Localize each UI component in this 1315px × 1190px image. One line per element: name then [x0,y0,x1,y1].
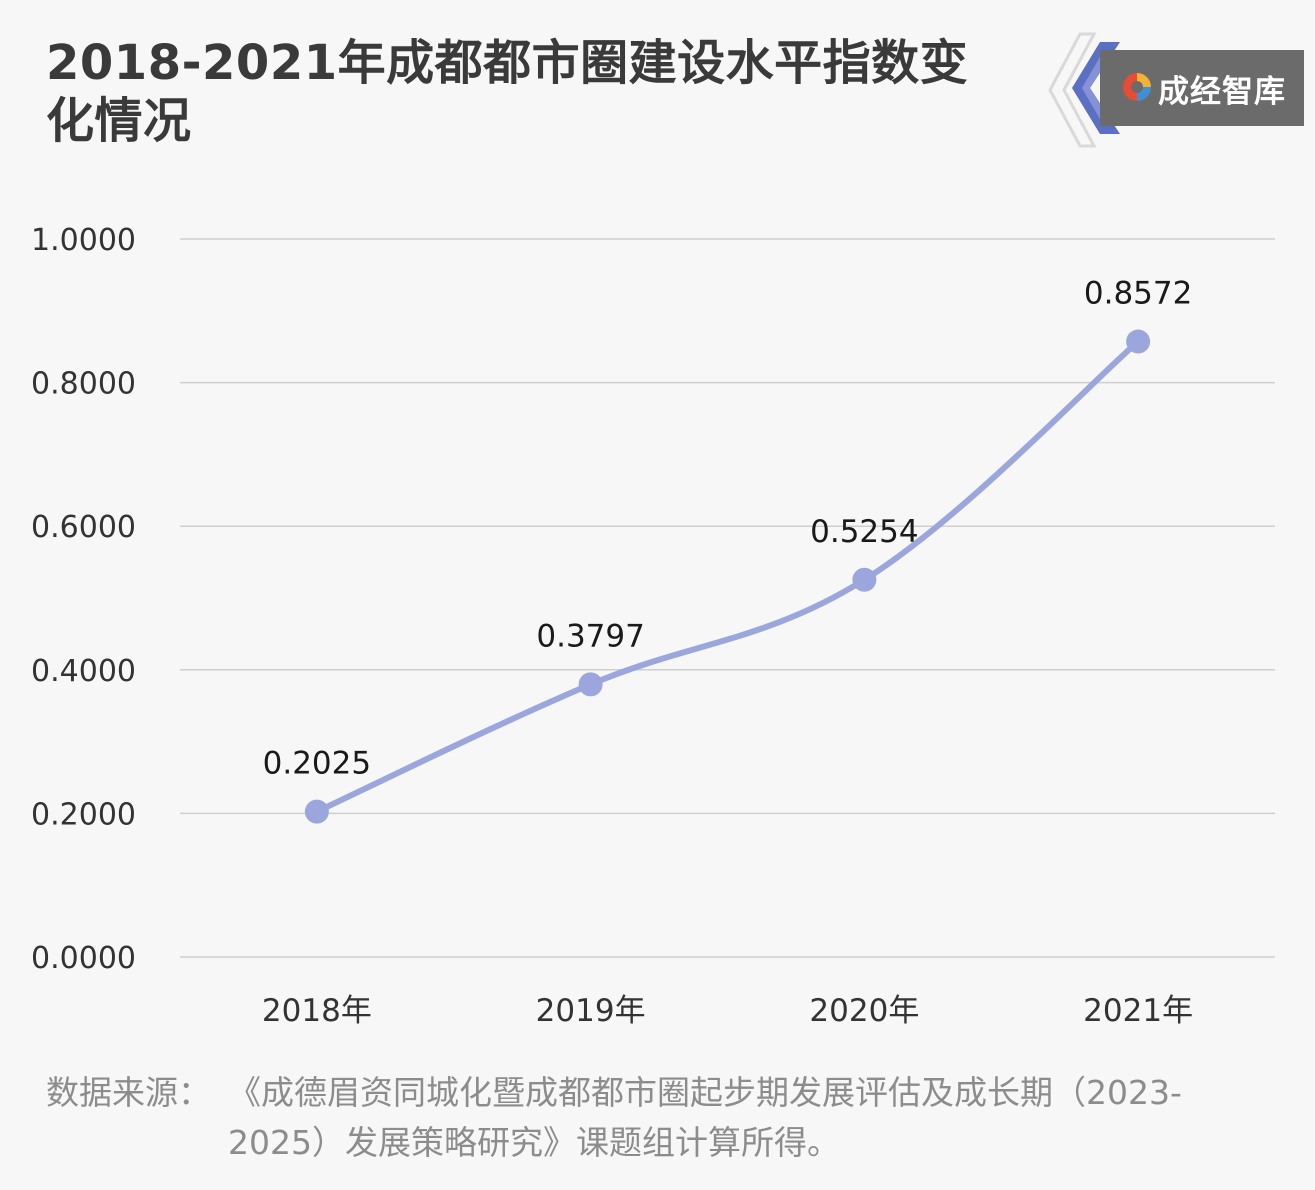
data-source: 数据来源： 《成德眉资同城化暨成都都市圈起步期发展评估及成长期（2023-202… [46,1068,1266,1168]
source-text: 《成德眉资同城化暨成都都市圈起步期发展评估及成长期（2023-2025）发展策略… [228,1073,1182,1162]
y-tick-label: 0.4000 [31,654,136,689]
line-chart: 0.0000 0.2000 0.4000 0.6000 0.8000 1.0000 2018… [31,223,1275,1029]
y-tick-label: 0.8000 [31,367,136,402]
x-tick-label: 2021年 [1083,993,1193,1029]
brand-swirl-icon [1123,73,1151,101]
data-label: 0.5254 [810,514,918,550]
data-label: 0.3797 [536,618,644,654]
y-tick-label: 0.6000 [31,510,136,545]
y-tick-label: 1.0000 [31,223,136,258]
data-label: 0.8572 [1084,276,1192,312]
source-label: 数据来源： [46,1073,211,1112]
data-point [578,672,603,697]
data-label: 0.2025 [263,746,371,782]
data-point [304,799,329,824]
data-point [852,567,877,592]
brand-name: 成经智库 [1158,74,1286,110]
x-tick-label: 2018年 [262,993,372,1029]
chart-title: 2018-2021年成都都市圈建设水平指数变化情况 [46,35,969,149]
logo-chevron-icon [1048,32,1120,148]
y-tick-label: 0.0000 [31,941,136,976]
x-tick-label: 2020年 [809,993,919,1029]
x-tick-label: 2019年 [536,993,646,1029]
data-point [1126,329,1151,354]
series-line [313,338,1142,815]
y-tick-label: 0.2000 [31,797,136,832]
